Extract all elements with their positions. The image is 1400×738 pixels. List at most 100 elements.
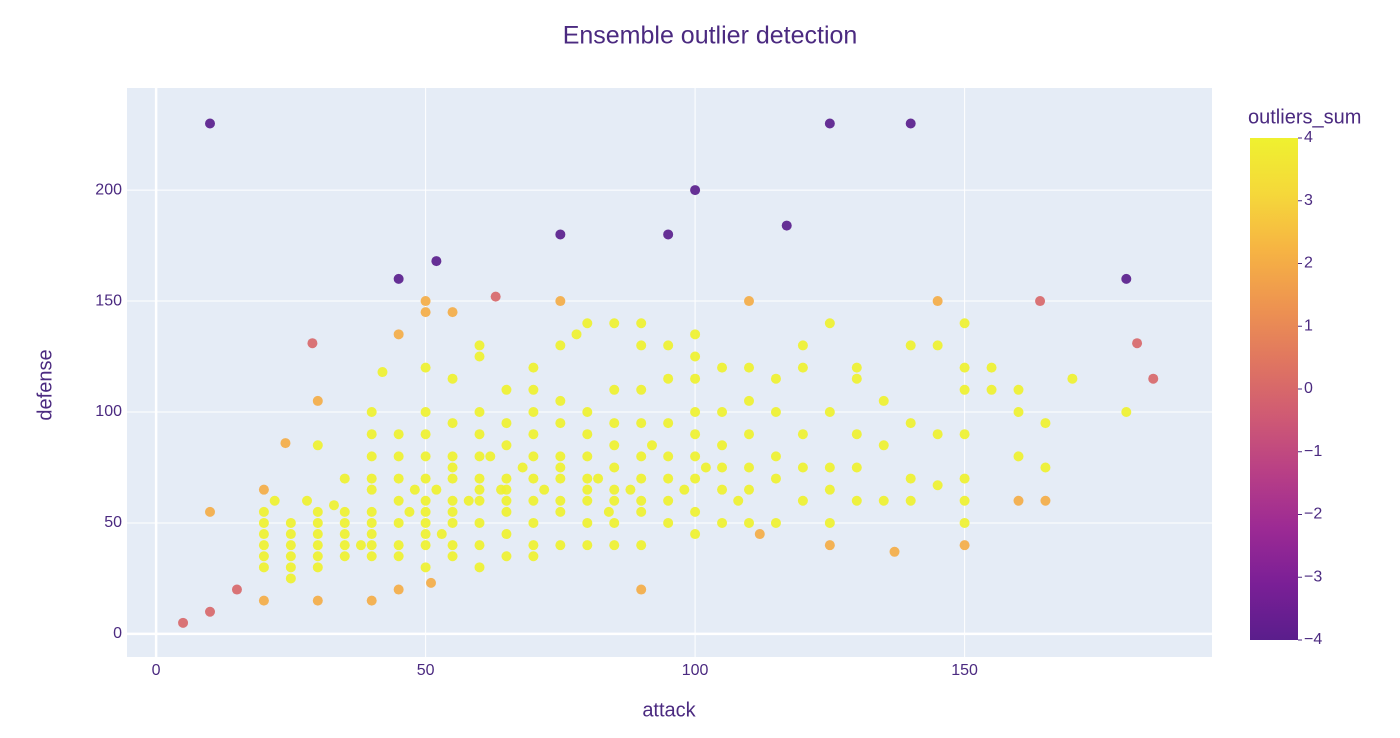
point bbox=[636, 451, 647, 462]
point bbox=[501, 384, 512, 395]
colorbar-tick-label: −2 bbox=[1304, 506, 1322, 523]
point bbox=[420, 451, 431, 462]
point bbox=[312, 395, 323, 406]
x-tick-label: 150 bbox=[951, 662, 978, 679]
point bbox=[447, 495, 458, 506]
x-tick-label: 50 bbox=[417, 662, 435, 679]
point bbox=[932, 480, 943, 491]
point bbox=[770, 473, 781, 484]
point bbox=[663, 517, 674, 528]
point bbox=[393, 495, 404, 506]
point bbox=[609, 495, 620, 506]
point bbox=[959, 495, 970, 506]
point bbox=[824, 540, 835, 551]
point bbox=[571, 329, 582, 340]
point bbox=[474, 473, 485, 484]
point bbox=[555, 229, 566, 240]
point bbox=[636, 473, 647, 484]
point bbox=[420, 562, 431, 573]
point bbox=[285, 529, 296, 540]
point bbox=[393, 429, 404, 440]
point bbox=[959, 517, 970, 528]
point bbox=[754, 529, 765, 540]
point bbox=[420, 307, 431, 318]
colorbar-tick-label: 3 bbox=[1304, 192, 1313, 209]
point bbox=[258, 595, 269, 606]
colorbar-tick-label: 2 bbox=[1304, 255, 1313, 272]
point bbox=[285, 551, 296, 562]
point bbox=[582, 429, 593, 440]
point bbox=[258, 484, 269, 495]
colorbar-tick-label: −4 bbox=[1304, 631, 1322, 648]
point bbox=[1121, 407, 1132, 418]
colorbar-tick-label: −3 bbox=[1304, 568, 1322, 585]
point bbox=[474, 429, 485, 440]
point bbox=[312, 529, 323, 540]
point bbox=[744, 362, 755, 373]
point bbox=[485, 451, 496, 462]
point bbox=[501, 418, 512, 429]
point bbox=[636, 584, 647, 595]
colorbar-tick-label: −1 bbox=[1304, 443, 1322, 460]
point bbox=[625, 484, 636, 495]
point bbox=[609, 462, 620, 473]
point bbox=[582, 473, 593, 484]
point bbox=[717, 440, 728, 451]
point bbox=[690, 185, 701, 196]
point bbox=[393, 451, 404, 462]
point bbox=[285, 562, 296, 573]
point bbox=[959, 473, 970, 484]
point bbox=[905, 473, 916, 484]
point bbox=[393, 517, 404, 528]
point bbox=[447, 473, 458, 484]
point bbox=[609, 440, 620, 451]
point bbox=[555, 395, 566, 406]
point bbox=[851, 429, 862, 440]
point bbox=[420, 517, 431, 528]
point bbox=[582, 517, 593, 528]
colorbar-tick-label: 4 bbox=[1304, 129, 1313, 146]
point bbox=[744, 484, 755, 495]
point bbox=[528, 495, 539, 506]
point bbox=[420, 429, 431, 440]
point bbox=[205, 506, 216, 517]
point bbox=[636, 318, 647, 329]
point bbox=[663, 451, 674, 462]
point bbox=[528, 473, 539, 484]
point bbox=[366, 429, 377, 440]
point bbox=[431, 484, 442, 495]
point bbox=[905, 418, 916, 429]
point bbox=[797, 495, 808, 506]
y-tick-label: 200 bbox=[95, 181, 122, 198]
y-tick-label: 150 bbox=[95, 292, 122, 309]
point bbox=[339, 473, 350, 484]
point bbox=[770, 451, 781, 462]
point bbox=[744, 462, 755, 473]
point bbox=[959, 429, 970, 440]
point bbox=[717, 484, 728, 495]
point bbox=[851, 373, 862, 384]
point bbox=[555, 462, 566, 473]
point bbox=[431, 256, 442, 267]
point bbox=[528, 517, 539, 528]
point bbox=[1121, 273, 1132, 284]
point bbox=[636, 340, 647, 351]
point bbox=[339, 517, 350, 528]
point bbox=[744, 517, 755, 528]
point bbox=[436, 529, 447, 540]
point bbox=[663, 229, 674, 240]
point bbox=[517, 462, 528, 473]
point bbox=[258, 517, 269, 528]
point bbox=[501, 495, 512, 506]
point bbox=[717, 517, 728, 528]
point bbox=[366, 407, 377, 418]
point bbox=[690, 529, 701, 540]
point bbox=[474, 495, 485, 506]
point bbox=[501, 529, 512, 540]
point bbox=[474, 451, 485, 462]
point bbox=[770, 517, 781, 528]
point bbox=[555, 340, 566, 351]
point bbox=[700, 462, 711, 473]
point bbox=[312, 540, 323, 551]
point bbox=[932, 429, 943, 440]
